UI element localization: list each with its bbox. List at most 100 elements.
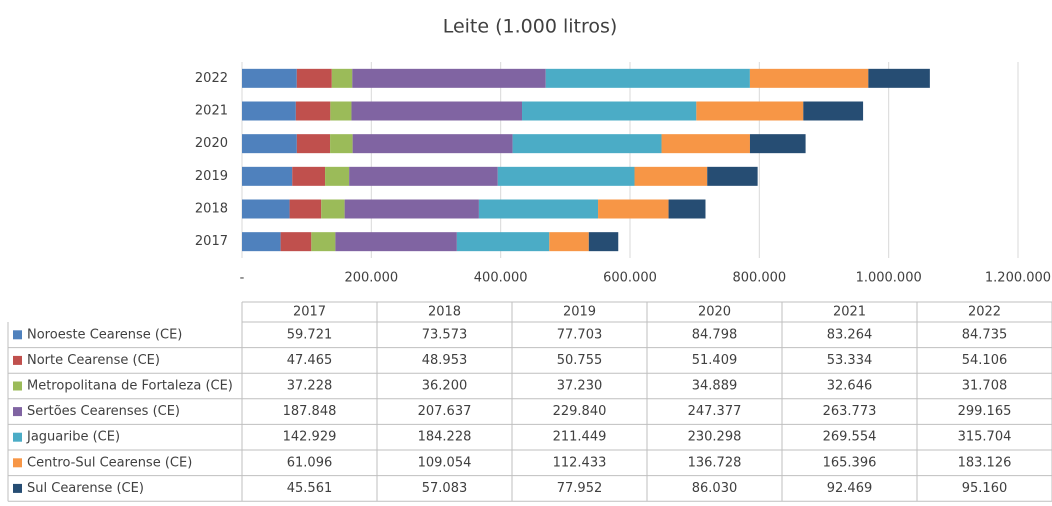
x-tick-label: - [240,271,245,286]
bar-segment [512,134,662,154]
bar-segment [661,134,750,154]
bar-segment [352,134,513,154]
table-cell: 83.264 [827,327,873,342]
x-tick-label: 400.000 [474,271,528,286]
bar-segment [868,68,930,88]
table-cell: 269.554 [823,430,877,445]
table-cell: 315.704 [958,430,1012,445]
table-header: 2021 [833,305,866,320]
table-cell: 53.334 [827,353,873,368]
table-cell: 47.465 [287,353,333,368]
x-tick-label: 800.000 [732,271,786,286]
table-cell: 84.735 [962,327,1008,342]
table-cell: 95.160 [962,481,1008,496]
bar-segment [344,199,479,219]
legend-label: Centro-Sul Cearense (CE) [27,455,192,470]
table-cell: 57.083 [422,481,468,496]
bar-segment [292,166,326,186]
bar-segment [330,101,352,121]
table-cell: 183.126 [958,455,1012,470]
y-tick-label: 2017 [195,234,228,249]
bar-segment [352,68,546,88]
bar-segment [497,166,635,186]
table-cell: 247.377 [688,404,742,419]
table-cell: 84.798 [692,327,738,342]
legend-label: Jaguaribe (CE) [26,430,120,445]
legend-swatch [13,355,22,365]
x-tick-label: 1.000.000 [856,271,922,286]
legend-swatch [13,381,22,391]
bar-segment [696,101,804,121]
table-cell: 187.848 [283,404,337,419]
legend-label: Sul Cearense (CE) [27,481,144,496]
bar-segment [242,232,281,252]
bar-segment [349,166,498,186]
table-cell: 207.637 [418,404,472,419]
table-cell: 77.952 [557,481,603,496]
table-cell: 54.106 [962,353,1008,368]
table-header: 2017 [293,305,326,320]
bar-segment [295,101,331,121]
table-cell: 142.929 [283,430,337,445]
legend-label: Noroeste Cearense (CE) [27,327,182,342]
bar-segment [321,199,345,219]
bar-segment [749,68,869,88]
table-cell: 50.755 [557,353,603,368]
table-cell: 112.433 [553,455,607,470]
table-cell: 45.561 [287,481,333,496]
table-cell: 263.773 [823,404,877,419]
table-cell: 36.200 [422,379,468,394]
table-cell: 59.721 [287,327,333,342]
bar-segment [289,199,322,219]
table-header: 2020 [698,305,731,320]
table-header: 2019 [563,305,596,320]
bar-segment [242,68,297,88]
table-cell: 165.396 [823,455,877,470]
bar-segment [280,232,312,252]
bar-segment [330,134,353,154]
table-cell: 61.096 [287,455,333,470]
bar-segment [478,199,599,219]
bar-segment [296,68,332,88]
table-cell: 136.728 [688,455,742,470]
bar-segment [311,232,336,252]
table-cell: 229.840 [553,404,607,419]
legend-label: Norte Cearense (CE) [27,353,160,368]
legend-swatch [13,483,22,493]
bar-segment [588,232,619,252]
y-tick-label: 2018 [195,202,228,217]
bar-segment [242,166,293,186]
table-cell: 77.703 [557,327,603,342]
y-tick-label: 2020 [195,136,228,151]
table-cell: 32.646 [827,379,873,394]
legend-swatch [13,407,22,417]
bar-segment [803,101,864,121]
x-tick-label: 1.200.000 [985,271,1051,286]
table-cell: 92.469 [827,481,873,496]
legend-swatch [13,432,22,442]
table-cell: 37.228 [287,379,333,394]
bar-segment [634,166,708,186]
table-cell: 51.409 [692,353,738,368]
table-cell: 37.230 [557,379,603,394]
bar-segment [331,68,353,88]
bar-segment [325,166,350,186]
bar-segment [707,166,758,186]
bar-segment [242,101,296,121]
bar-segment [296,134,331,154]
legend-swatch [13,330,22,340]
bar-segment [749,134,806,154]
table-cell: 34.889 [692,379,738,394]
table-cell: 211.449 [553,430,607,445]
x-tick-label: 200.000 [344,271,398,286]
y-tick-label: 2019 [195,169,228,184]
bar-segment [545,68,750,88]
table-cell: 230.298 [688,430,742,445]
bar-segment [242,134,297,154]
table-cell: 48.953 [422,353,468,368]
bar-segment [668,199,706,219]
table-cell: 184.228 [418,430,472,445]
bar-segment [242,199,290,219]
y-tick-label: 2022 [195,71,228,86]
bar-segment [456,232,550,252]
